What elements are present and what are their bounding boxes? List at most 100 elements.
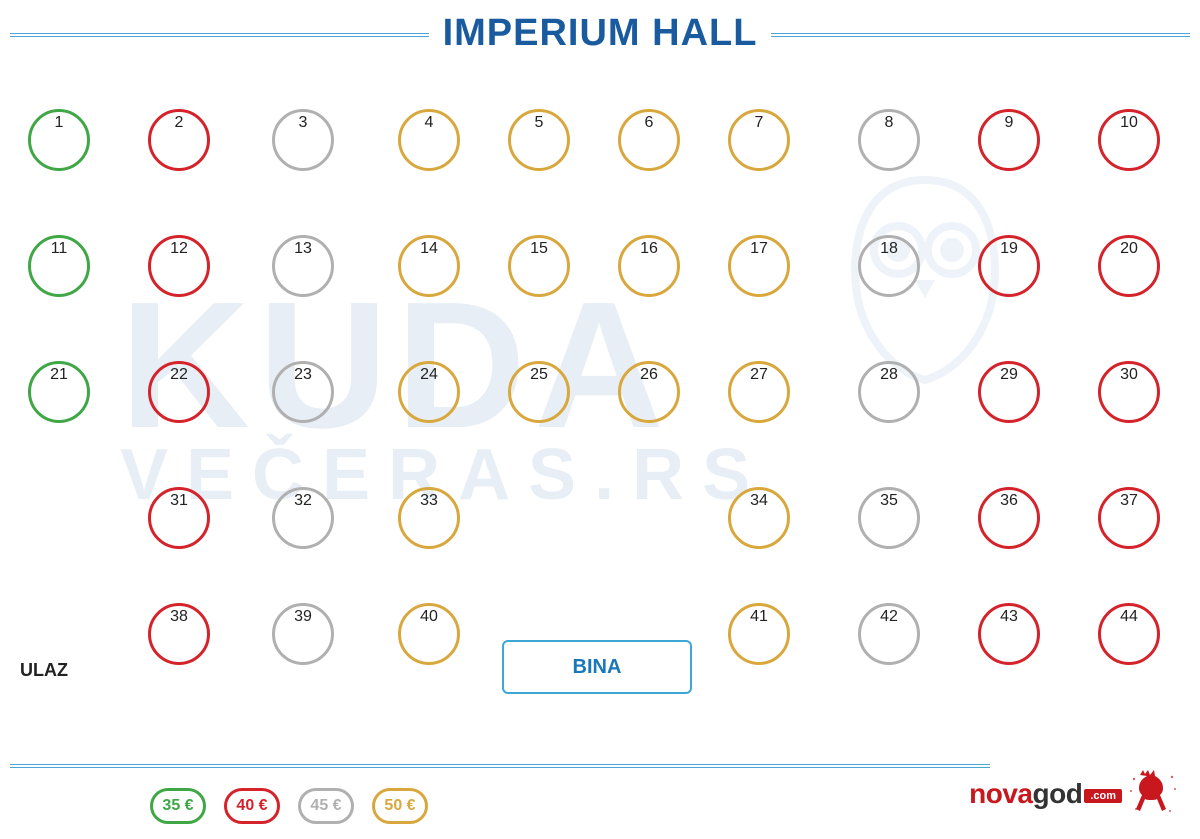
price-legend: 35 € 40 € 45 € 50 € [150,788,428,824]
seat-number: 19 [981,240,1037,258]
seat-number: 39 [275,608,331,626]
seat-36[interactable]: 36 [978,487,1040,549]
seat-39[interactable]: 39 [272,603,334,665]
seat-10[interactable]: 10 [1098,109,1160,171]
seat-42[interactable]: 42 [858,603,920,665]
seat-26[interactable]: 26 [618,361,680,423]
legend-gold: 50 € [372,788,428,824]
seat-number: 42 [861,608,917,626]
seat-number: 15 [511,240,567,258]
seat-12[interactable]: 12 [148,235,210,297]
seating-area: 1234567891011121314151617181920212223242… [0,37,1200,677]
seat-number: 12 [151,240,207,258]
seat-number: 6 [621,114,677,132]
seat-number: 9 [981,114,1037,132]
seat-number: 34 [731,492,787,510]
seat-number: 17 [731,240,787,258]
seat-number: 18 [861,240,917,258]
seat-number: 38 [151,608,207,626]
seat-31[interactable]: 31 [148,487,210,549]
seat-number: 1 [31,114,87,132]
seat-37[interactable]: 37 [1098,487,1160,549]
seat-number: 14 [401,240,457,258]
stage-box: BINA [502,640,692,694]
seat-number: 40 [401,608,457,626]
seat-number: 36 [981,492,1037,510]
seat-number: 35 [861,492,917,510]
seat-20[interactable]: 20 [1098,235,1160,297]
seat-number: 3 [275,114,331,132]
seat-9[interactable]: 9 [978,109,1040,171]
seat-1[interactable]: 1 [28,109,90,171]
seat-17[interactable]: 17 [728,235,790,297]
seat-number: 21 [31,366,87,384]
seat-28[interactable]: 28 [858,361,920,423]
seat-38[interactable]: 38 [148,603,210,665]
seat-41[interactable]: 41 [728,603,790,665]
seat-15[interactable]: 15 [508,235,570,297]
seat-32[interactable]: 32 [272,487,334,549]
seat-21[interactable]: 21 [28,361,90,423]
seat-number: 7 [731,114,787,132]
seat-number: 4 [401,114,457,132]
seat-14[interactable]: 14 [398,235,460,297]
seat-35[interactable]: 35 [858,487,920,549]
seat-number: 24 [401,366,457,384]
seat-number: 13 [275,240,331,258]
seat-24[interactable]: 24 [398,361,460,423]
legend-red: 40 € [224,788,280,824]
seat-7[interactable]: 7 [728,109,790,171]
logo-god: god [1033,778,1083,809]
seat-3[interactable]: 3 [272,109,334,171]
stage-label: BINA [573,656,622,679]
seat-number: 2 [151,114,207,132]
seat-number: 25 [511,366,567,384]
seat-29[interactable]: 29 [978,361,1040,423]
seat-number: 31 [151,492,207,510]
seat-43[interactable]: 43 [978,603,1040,665]
seat-16[interactable]: 16 [618,235,680,297]
seat-number: 22 [151,366,207,384]
logo-com: .com [1084,789,1122,803]
seat-5[interactable]: 5 [508,109,570,171]
seat-number: 28 [861,366,917,384]
seat-number: 23 [275,366,331,384]
seat-33[interactable]: 33 [398,487,460,549]
seat-4[interactable]: 4 [398,109,460,171]
seat-number: 16 [621,240,677,258]
seat-19[interactable]: 19 [978,235,1040,297]
seat-number: 8 [861,114,917,132]
legend-gray: 45 € [298,788,354,824]
header: IMPERIUM HALL [0,0,1200,37]
seat-11[interactable]: 11 [28,235,90,297]
seat-34[interactable]: 34 [728,487,790,549]
seat-number: 37 [1101,492,1157,510]
seat-13[interactable]: 13 [272,235,334,297]
logo-nova: nova [969,778,1032,809]
seat-8[interactable]: 8 [858,109,920,171]
seat-6[interactable]: 6 [618,109,680,171]
entrance-label: ULAZ [20,660,68,681]
novagod-logo: novagod.com [969,769,1178,819]
seat-number: 26 [621,366,677,384]
seat-44[interactable]: 44 [1098,603,1160,665]
logo-text: novagod.com [969,778,1122,810]
seat-27[interactable]: 27 [728,361,790,423]
seat-40[interactable]: 40 [398,603,460,665]
seat-number: 32 [275,492,331,510]
seat-23[interactable]: 23 [272,361,334,423]
seat-30[interactable]: 30 [1098,361,1160,423]
seat-18[interactable]: 18 [858,235,920,297]
seat-number: 27 [731,366,787,384]
seat-2[interactable]: 2 [148,109,210,171]
seat-number: 29 [981,366,1037,384]
seat-25[interactable]: 25 [508,361,570,423]
seat-number: 30 [1101,366,1157,384]
seat-number: 10 [1101,114,1157,132]
seat-number: 41 [731,608,787,626]
seat-number: 33 [401,492,457,510]
seat-number: 11 [31,240,87,258]
seat-22[interactable]: 22 [148,361,210,423]
legend-green: 35 € [150,788,206,824]
seat-number: 5 [511,114,567,132]
